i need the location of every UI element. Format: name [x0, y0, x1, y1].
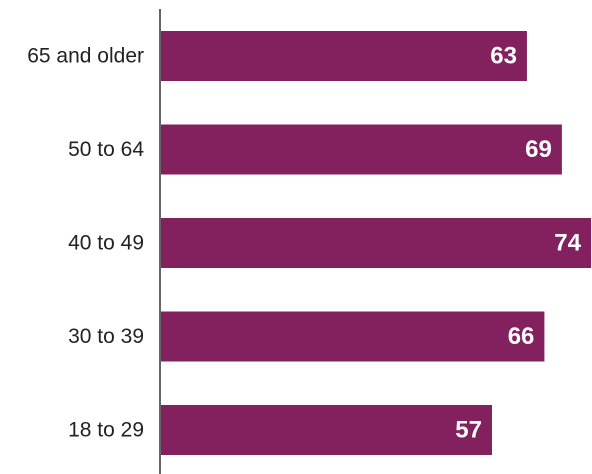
bar-1: [160, 124, 562, 175]
category-label-2: 40 to 49: [68, 232, 144, 255]
category-label-0: 65 and older: [27, 45, 144, 68]
bar-value-label-4: 57: [455, 417, 482, 444]
bar-2: [160, 218, 591, 268]
bar-3: [160, 311, 545, 362]
bar-value-label-0: 63: [490, 43, 517, 70]
bar-4: [160, 405, 492, 455]
category-label-4: 18 to 29: [68, 419, 144, 442]
category-labels-layer: 65 and older 50 to 64 40 to 49 30 to 39 18 t…: [27, 45, 144, 442]
bar-value-label-2: 74: [554, 230, 581, 257]
bar-value-label-3: 66: [508, 323, 535, 350]
bar-0: [160, 31, 527, 81]
category-label-3: 30 to 39: [68, 325, 144, 348]
bars-layer: 63 69 74 66 57: [160, 31, 591, 455]
category-label-1: 50 to 64: [68, 138, 144, 161]
bar-value-label-1: 69: [525, 136, 552, 163]
